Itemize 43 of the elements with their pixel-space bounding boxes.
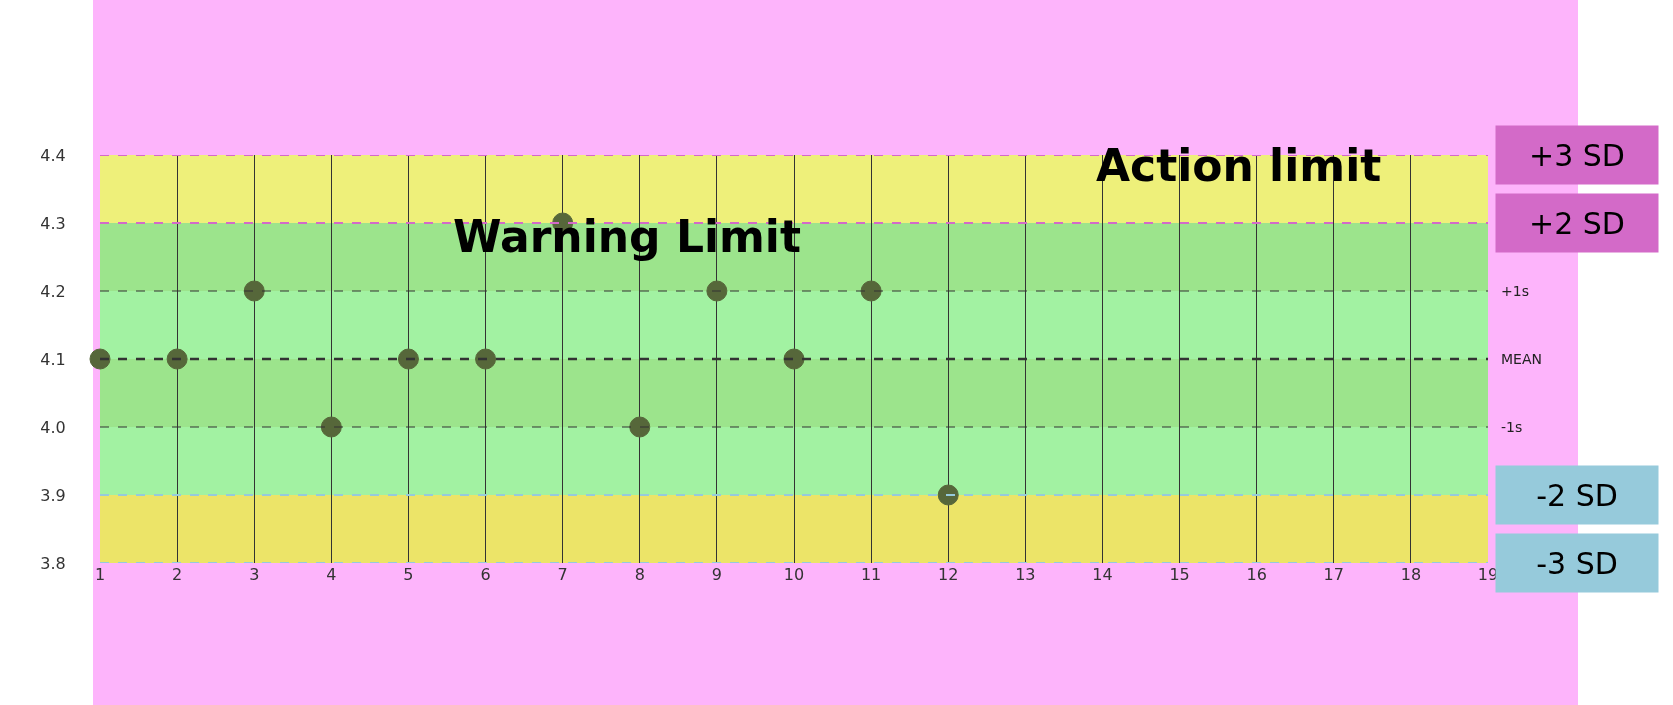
- point: [397, 348, 419, 370]
- ref-line-label: -2 SD: [1536, 477, 1618, 513]
- y-tick-label: 4.3: [40, 213, 66, 233]
- ref-line-label: -3 SD: [1536, 545, 1618, 581]
- ref-line-label: +3 SD: [1529, 137, 1625, 173]
- x-tick-label: 4: [326, 565, 337, 584]
- x-tick-label: 6: [480, 565, 491, 584]
- y-tick-label: 4.2: [40, 281, 66, 301]
- x-tick-label: 3: [249, 565, 260, 584]
- ref-line-label: +1s: [1501, 283, 1529, 299]
- x-tick-label: 10: [783, 565, 805, 584]
- y-tick-label: 3.9: [40, 485, 66, 505]
- x-tick-label: 8: [634, 565, 645, 584]
- point: [860, 280, 882, 302]
- point: [629, 416, 651, 438]
- y-tick-label: 4.0: [40, 417, 66, 437]
- x-tick-label: 9: [711, 565, 722, 584]
- x-tick-label: 18: [1400, 565, 1422, 584]
- point: [475, 348, 497, 370]
- x-tick-label: 7: [557, 565, 568, 584]
- point: [783, 348, 805, 370]
- point: [706, 280, 728, 302]
- x-tick-label: 1: [94, 565, 106, 584]
- x-tick-label: 13: [1015, 565, 1036, 584]
- x-tick-label: 5: [403, 565, 414, 584]
- y-tick-label: 3.8: [40, 553, 66, 573]
- y-tick-label: 4.1: [40, 349, 66, 369]
- x-tick-label: 14: [1092, 565, 1113, 584]
- ref-line-label: -1s: [1501, 419, 1523, 435]
- y-tick-label: 4.4: [40, 145, 66, 165]
- point: [243, 280, 265, 302]
- x-tick-label: 16: [1246, 565, 1267, 584]
- point: [320, 416, 342, 438]
- point: [166, 348, 188, 370]
- ref-line-label: +2 SD: [1529, 205, 1625, 241]
- ref-line-label: MEAN: [1501, 351, 1542, 367]
- x-tick-label: 15: [1169, 565, 1190, 584]
- x-tick-label: 12: [938, 565, 959, 584]
- x-tick-label: 2: [172, 565, 183, 584]
- x-tick-label: 17: [1323, 565, 1344, 584]
- point: [937, 484, 959, 506]
- point: [89, 348, 111, 370]
- x-tick-label: 11: [860, 565, 882, 584]
